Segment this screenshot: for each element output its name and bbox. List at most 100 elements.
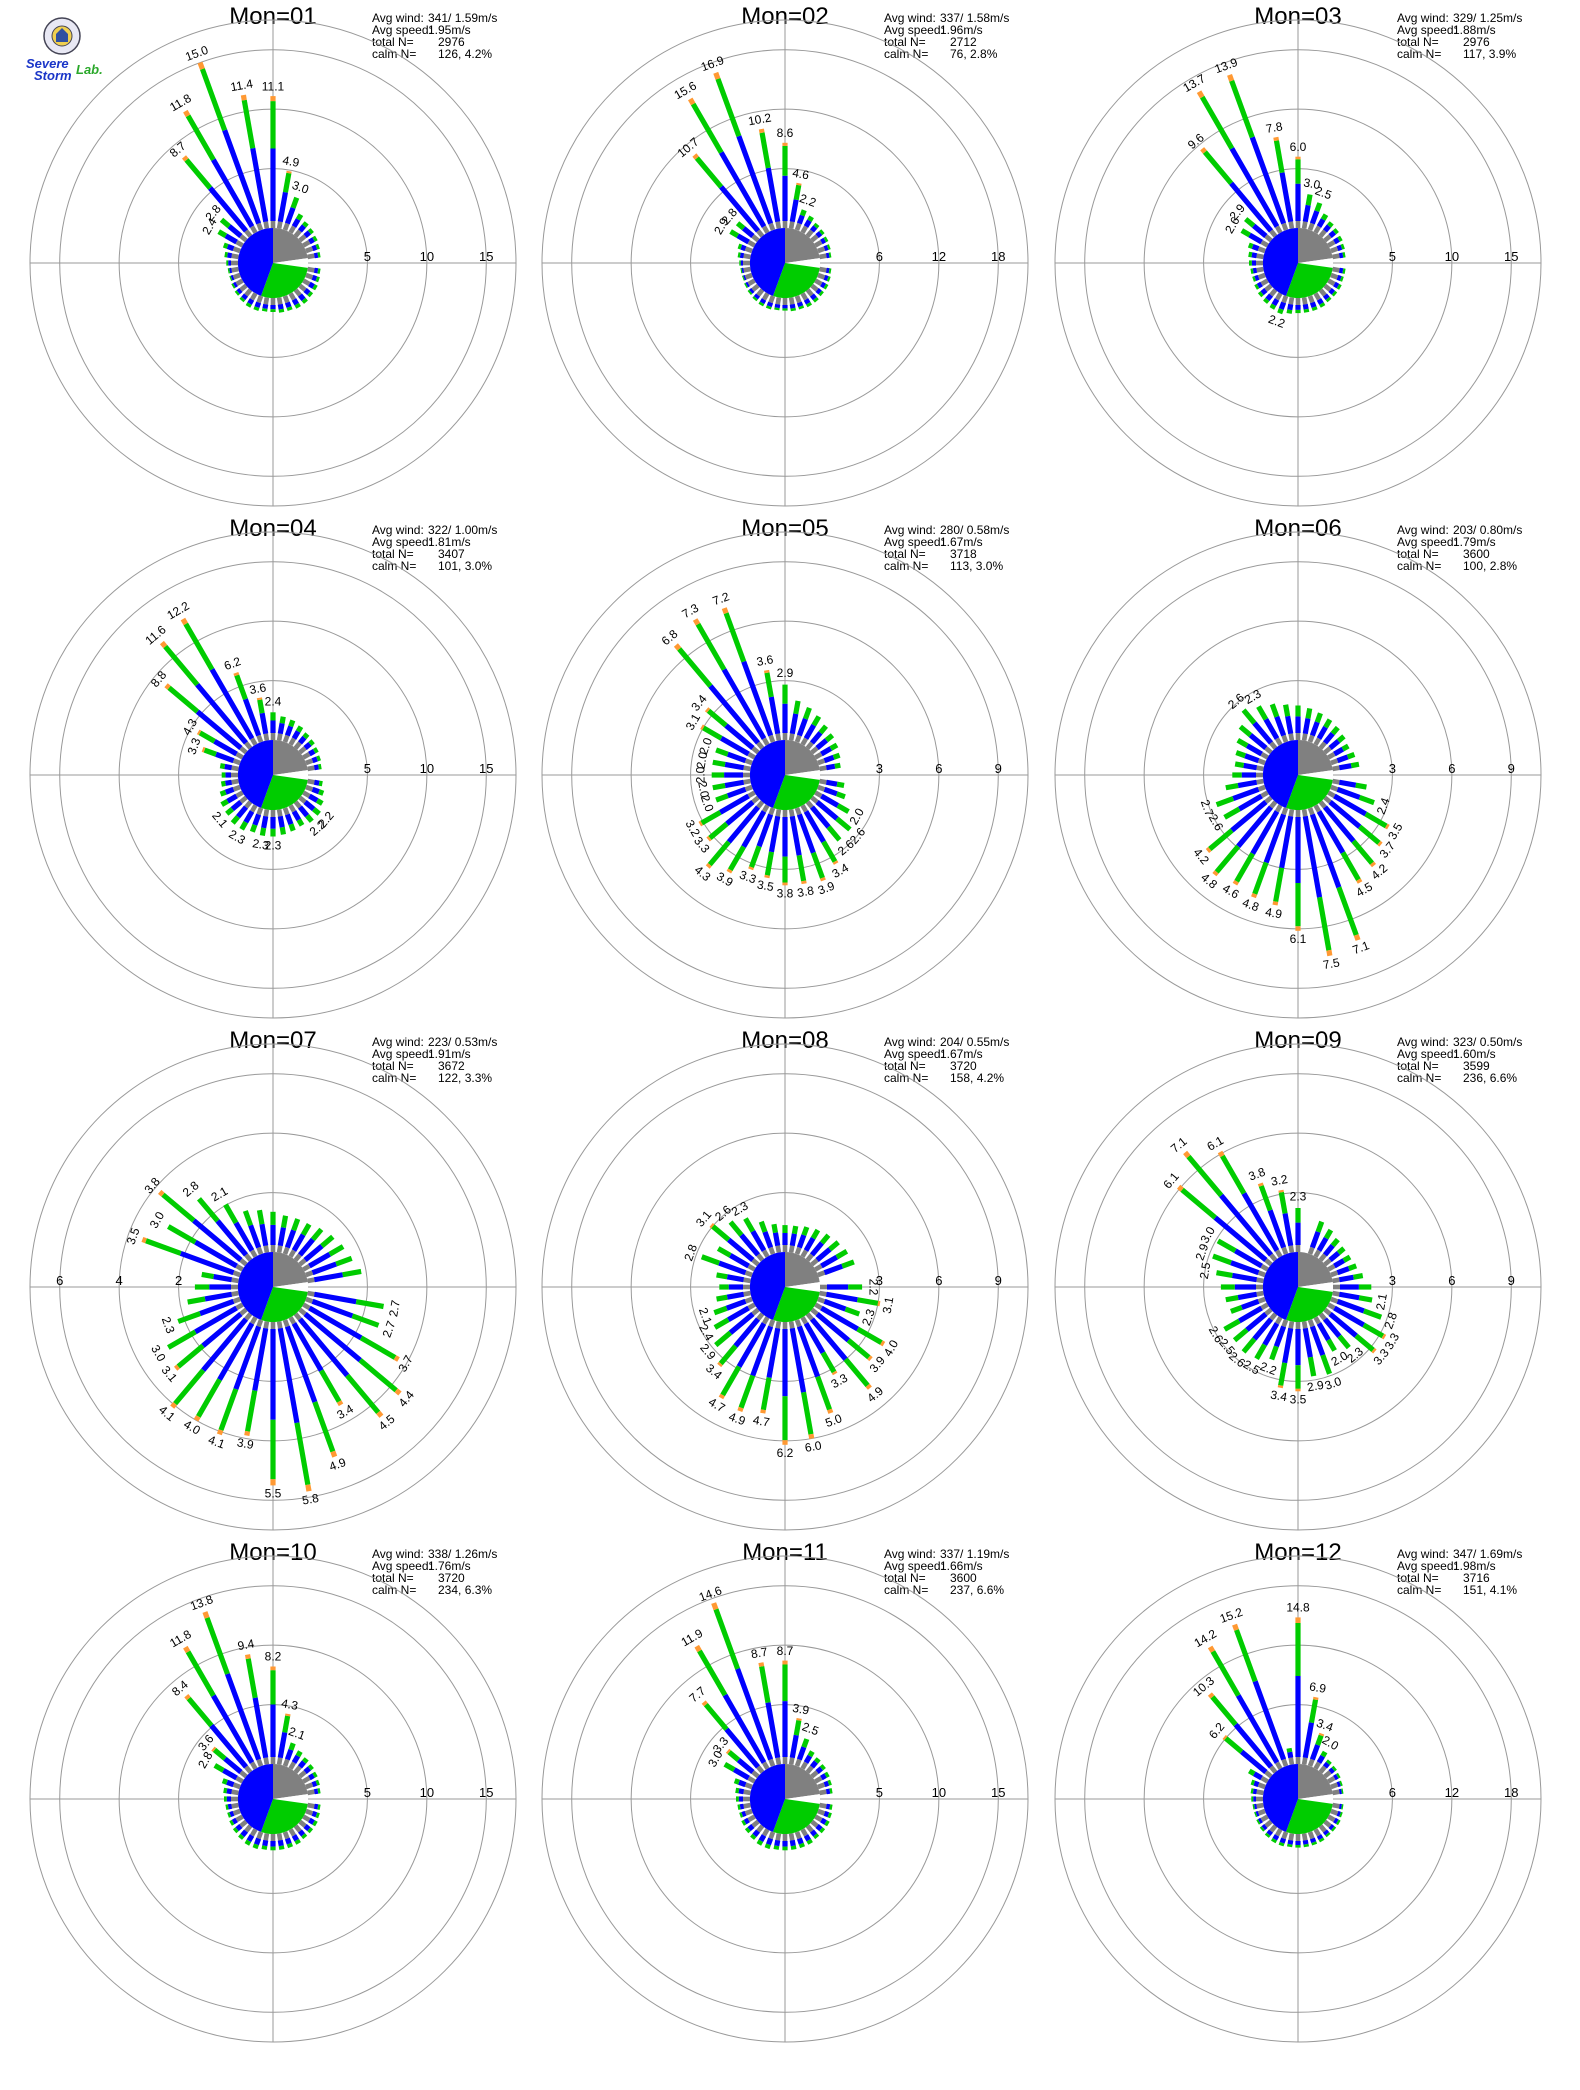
bar-base — [762, 737, 770, 746]
bar-base — [810, 746, 819, 755]
stat-label: Avg speed: — [884, 1559, 944, 1573]
bar-segment-mid — [290, 196, 300, 209]
ring-tick-label: 2 — [175, 1273, 182, 1288]
bar-base — [1281, 807, 1289, 816]
bar-base — [235, 1814, 244, 1822]
bar-segment-low — [230, 274, 235, 281]
bar-segment-mid — [715, 793, 729, 803]
bar-base — [276, 1245, 283, 1253]
bar-base — [1301, 809, 1308, 817]
bar-base — [307, 778, 315, 785]
bar-value-label: 10.2 — [747, 110, 773, 128]
lab-logo: Severe Storm Lab. — [22, 14, 103, 90]
bar-segment-low — [311, 786, 320, 795]
bar-segment-mid — [1320, 213, 1329, 221]
bar-segment-mid — [1331, 1765, 1337, 1772]
bar-segment-high — [718, 1393, 725, 1400]
bar-segment-mid — [270, 828, 276, 837]
bar-segment-mid — [245, 1390, 258, 1432]
bar-base — [1256, 1802, 1264, 1809]
center-wedge-mid — [1286, 1287, 1333, 1323]
bar-base — [305, 1296, 314, 1304]
bar-segment-mid — [736, 1796, 739, 1802]
stat-value: 347/ 1.69m/s — [1453, 1547, 1522, 1561]
bar-segment-low — [1267, 1209, 1287, 1249]
center-wedge-low — [237, 1764, 273, 1832]
bar-segment-low — [226, 1779, 235, 1788]
bar-segment-low — [789, 713, 799, 735]
bar-base — [1257, 758, 1266, 766]
bar-segment-low — [1336, 274, 1342, 281]
bar-segment-mid — [1263, 297, 1270, 304]
bar-segment-mid — [1341, 1788, 1344, 1794]
stat-label: Avg wind: — [1397, 523, 1449, 537]
bar-segment-low — [270, 305, 276, 310]
bar-segment-mid — [798, 305, 805, 310]
bar-segment-low — [1309, 301, 1317, 308]
bar-segment-mid — [764, 672, 774, 698]
bar-value-label: 3.5 — [756, 877, 775, 894]
bar-base — [1260, 1814, 1269, 1822]
stat-value: 101, 3.0% — [438, 559, 492, 573]
stat-label: Avg speed: — [372, 1559, 432, 1573]
ring-tick-label: 10 — [1445, 249, 1459, 264]
bar-segment-low — [1309, 813, 1342, 889]
bar-segment-mid — [186, 1696, 214, 1728]
bar-segment-low — [1285, 715, 1294, 735]
bar-segment-low — [1336, 754, 1349, 764]
bar-base — [1288, 221, 1295, 229]
calm-gap-wedge — [785, 770, 821, 780]
bar-segment-low — [753, 293, 760, 300]
bar-base — [307, 1277, 315, 1284]
bar-segment-mid — [1364, 811, 1388, 829]
bar-segment-mid — [740, 268, 743, 274]
bar-segment-mid — [1273, 140, 1285, 174]
bar-segment-high — [688, 97, 696, 106]
bar-segment-high — [182, 155, 189, 162]
bar-segment-mid — [1311, 306, 1318, 311]
bar-segment-high — [877, 1300, 881, 1307]
bar-segment-high — [286, 170, 292, 174]
bar-base — [747, 1814, 756, 1822]
bar-segment-mid — [221, 1778, 228, 1785]
bar-segment-low — [727, 1237, 755, 1262]
bar-segment-mid — [735, 1787, 740, 1794]
bar-base — [244, 1765, 253, 1774]
bar-segment-low — [254, 1837, 262, 1846]
bar-segment-high — [704, 707, 711, 713]
bar-segment-high — [1278, 1189, 1284, 1193]
bar-base — [270, 810, 276, 817]
bar-segment-mid — [1295, 1365, 1301, 1389]
bar-base — [288, 737, 296, 746]
bar-base — [256, 1758, 264, 1767]
bar-segment-low — [246, 1834, 255, 1843]
bar-segment-low — [820, 1773, 827, 1781]
wind-rose-panel: Mon=01 Avg wind: 341/ 1.59m/s Avg speed: 1.9… — [20, 0, 530, 512]
bar-value-label: 6.2 — [777, 1446, 794, 1460]
bar-segment-mid — [295, 213, 304, 221]
stat-value: 3716 — [1463, 1571, 1490, 1585]
bar-segment-mid — [224, 1796, 227, 1802]
bar-base — [743, 266, 751, 273]
bar-base — [305, 758, 314, 766]
bar-segment-low — [230, 800, 243, 812]
bar-segment-high — [700, 724, 705, 731]
calm-gap-wedge — [1298, 770, 1334, 780]
bar-base — [293, 1765, 302, 1774]
bar-segment-low — [209, 668, 255, 740]
bar-value-label: 7.2 — [711, 589, 732, 608]
bar-base — [819, 765, 827, 772]
bar-segment-low — [1328, 1824, 1335, 1831]
bar-base — [231, 1290, 239, 1297]
bar-segment-mid — [723, 612, 747, 663]
bar-value-label: 2.3 — [159, 1315, 178, 1336]
bar-segment-low — [277, 1839, 284, 1847]
bar-base — [768, 807, 776, 816]
bar-value-label: 13.7 — [1181, 71, 1209, 95]
bar-segment-mid — [844, 1306, 861, 1317]
bar-segment-mid — [1216, 1270, 1233, 1278]
bar-segment-mid — [241, 99, 256, 149]
bar-segment-low — [1333, 1774, 1339, 1781]
bar-segment-low — [823, 1263, 844, 1276]
calm-wedge — [1298, 740, 1333, 775]
